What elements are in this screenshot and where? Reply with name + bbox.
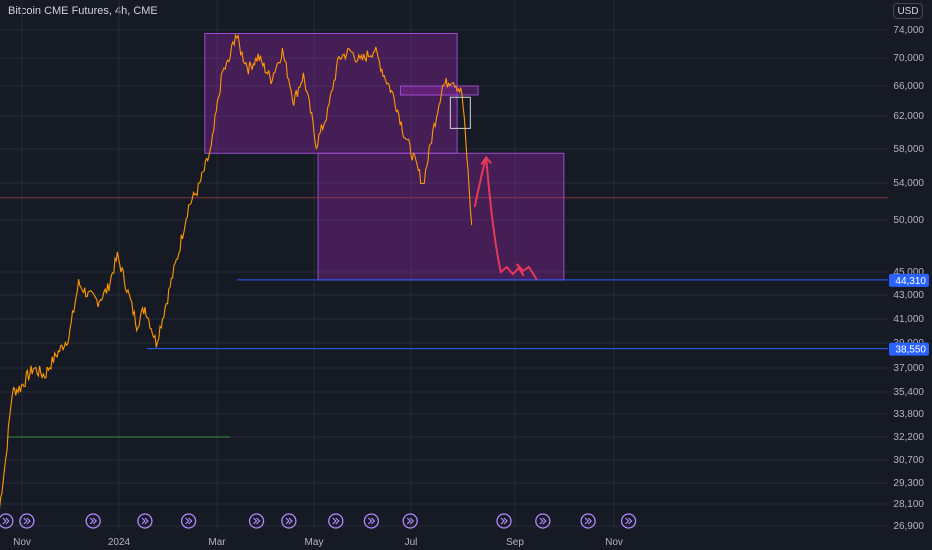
- event-marker-icon: [281, 513, 297, 529]
- event-marker-icon: [19, 513, 35, 529]
- event-marker-icon: [137, 513, 153, 529]
- event-marker-icon: [248, 513, 265, 529]
- x-tick-label: Sep: [506, 537, 524, 548]
- y-tick-label: 28,100: [893, 499, 924, 510]
- price-line: [0, 33, 473, 510]
- price-tags: 44,310 38,550: [889, 273, 929, 356]
- zones: [204, 33, 565, 281]
- y-tick-label: 30,700: [893, 455, 924, 466]
- y-tick-label: 33,800: [893, 409, 924, 420]
- y-tick-label: 58,000: [893, 144, 924, 155]
- x-tick-label: Nov: [605, 537, 623, 548]
- levels: [0, 197, 888, 438]
- price-tag: [889, 342, 929, 356]
- event-marker-icon: [580, 513, 596, 529]
- series: [0, 33, 473, 510]
- y-tick-label: 29,300: [893, 478, 924, 489]
- y-tick-label: 50,000: [893, 215, 924, 226]
- x-axis: Nov 2024 Mar May Jul Sep Nov: [13, 537, 623, 548]
- y-tick-label: 37,000: [893, 363, 924, 374]
- projection-line: [473, 157, 538, 280]
- chart-title: Bitcoin CME Futures, 4h, CME: [8, 5, 158, 17]
- event-marker-icon: [402, 513, 418, 529]
- event-marker-icon: [363, 513, 380, 529]
- candle-box: [449, 96, 471, 129]
- x-tick-label: Nov: [13, 537, 31, 548]
- y-tick-label: 43,000: [893, 290, 924, 301]
- y-tick-label: 26,900: [893, 521, 924, 532]
- event-marker-icon: [0, 513, 14, 529]
- y-tick-label: 62,000: [893, 111, 924, 122]
- event-marker-icon: [535, 513, 551, 529]
- y-tick-label: 54,000: [893, 178, 924, 189]
- y-tick-label: 74,000: [893, 25, 924, 36]
- y-tick-label: 66,000: [893, 81, 924, 92]
- x-tick-label: Mar: [208, 537, 226, 548]
- currency-button[interactable]: USD: [893, 3, 923, 19]
- event-marker-icon: [496, 513, 512, 529]
- event-marker-icon: [85, 513, 101, 529]
- projection-arrowhead: [480, 155, 492, 166]
- price-tag-label: 38,550: [895, 345, 926, 356]
- y-tick-label: 45,000: [893, 267, 924, 278]
- zone-small: [399, 85, 479, 96]
- event-markers: [0, 513, 637, 529]
- event-marker-icon: [620, 513, 637, 529]
- zone-lower: [317, 152, 565, 281]
- event-marker-icon: [180, 513, 197, 529]
- x-tick-label: 2024: [108, 537, 131, 548]
- x-tick-label: Jul: [405, 537, 418, 548]
- y-tick-label: 41,000: [893, 314, 924, 325]
- y-tick-label: 70,000: [893, 53, 924, 64]
- event-marker-icon: [328, 513, 344, 529]
- y-tick-label: 35,400: [893, 387, 924, 398]
- x-tick-label: May: [305, 537, 324, 548]
- price-tag: [889, 273, 929, 287]
- y-tick-label: 32,200: [893, 432, 924, 443]
- projection: [473, 155, 538, 280]
- price-tag-label: 44,310: [895, 276, 926, 287]
